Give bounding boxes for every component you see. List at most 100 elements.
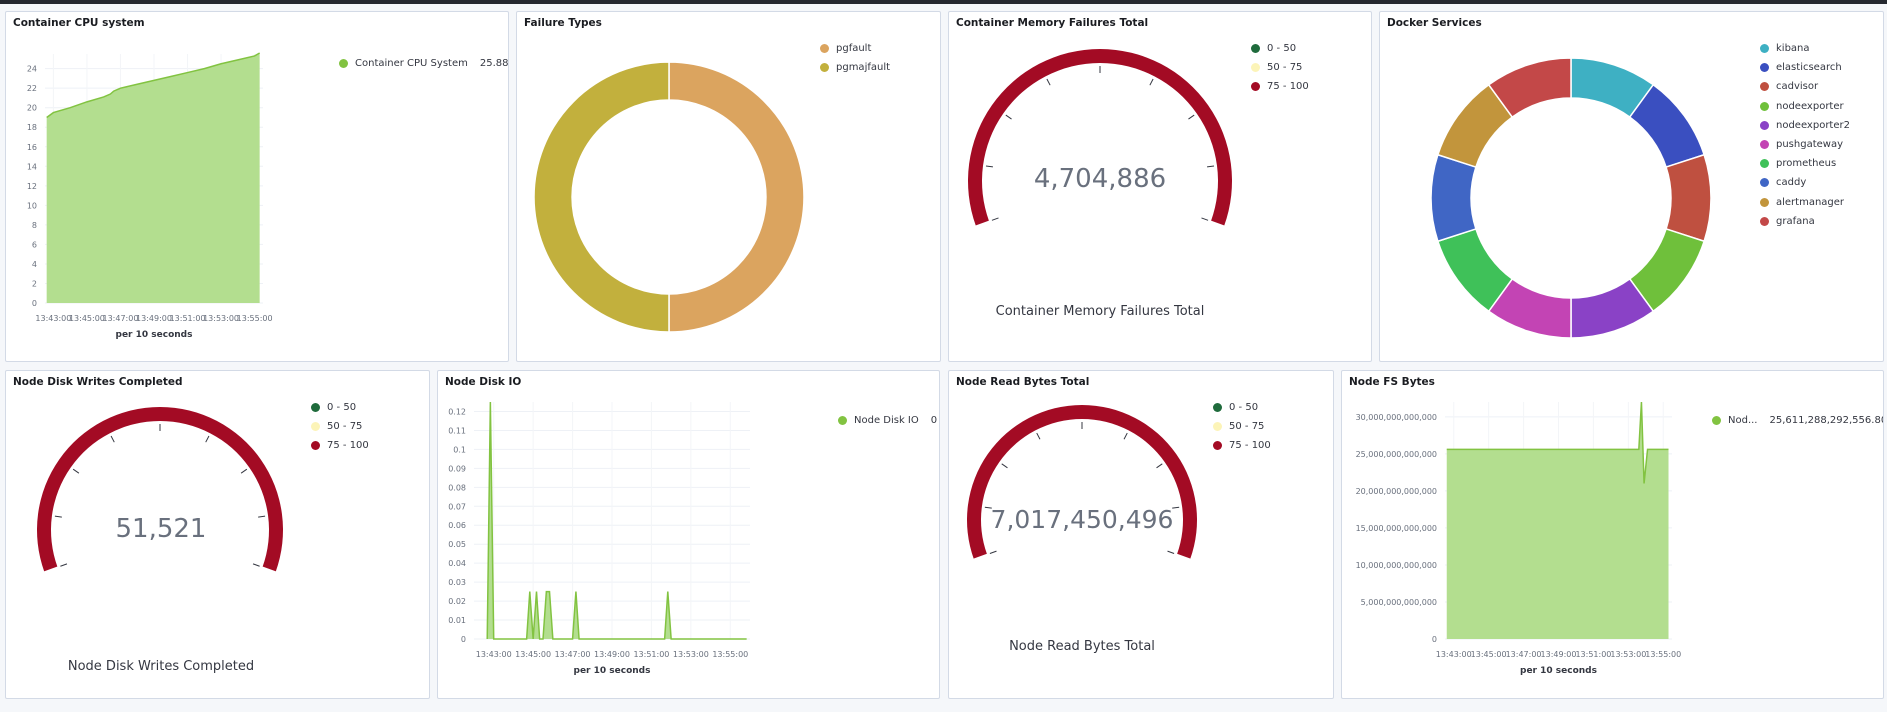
legend-label: pgmajfault [836, 62, 891, 74]
legend-item[interactable]: 75 - 100 [1213, 436, 1271, 455]
slice-grafana[interactable] [1487, 57, 1572, 119]
legend-item[interactable]: Node Disk IO 0 [838, 411, 937, 430]
legend-item[interactable]: 75 - 100 [311, 436, 369, 455]
series-line[interactable] [486, 401, 747, 640]
legend-item[interactable]: 75 - 100 [1251, 77, 1309, 96]
legend-label: 0 - 50 [1267, 43, 1297, 55]
gauge-tick [1188, 114, 1195, 120]
x-tick-label: 13:51:00 [1575, 650, 1611, 659]
y-tick-label: 22 [27, 84, 37, 93]
legend-dot-icon [1213, 422, 1222, 432]
legend-label: cadvisor [1776, 81, 1819, 93]
legend-item[interactable]: pushgateway [1760, 135, 1850, 154]
gauge-value: 4,704,886 [1033, 164, 1167, 194]
x-tick-label: 13:53:00 [673, 650, 709, 659]
legend: 0 - 50 50 - 75 75 - 100 [311, 398, 369, 456]
failure-types-donut[interactable] [517, 12, 941, 362]
legend-item[interactable]: grafana [1760, 212, 1850, 231]
gauge-tick [991, 217, 999, 221]
fs-bytes-area-chart[interactable]: 0 5,000,000,000,000 10,000,000,000,000 15,0… [1342, 371, 1884, 699]
series-line[interactable] [1446, 401, 1669, 484]
legend-item[interactable]: pgmajfault [820, 58, 890, 77]
legend-dot-icon [1760, 82, 1769, 92]
legend-item[interactable]: nodeexporter [1760, 97, 1850, 116]
y-tick-label: 0.04 [448, 559, 466, 568]
legend-item[interactable]: elasticsearch [1760, 58, 1850, 77]
gauge-tick [258, 515, 266, 518]
slice-pgmajfault[interactable] [533, 61, 670, 333]
legend-dot-icon [1760, 101, 1769, 111]
y-tick-label: 0.11 [448, 426, 466, 435]
legend-label: Node Disk IO [854, 415, 919, 427]
gauge-cap [1208, 219, 1227, 228]
legend-item[interactable]: caddy [1760, 173, 1850, 192]
legend-dot-icon [1213, 403, 1222, 413]
x-tick-label: 13:55:00 [237, 314, 273, 323]
docker-services-donut[interactable] [1380, 12, 1884, 362]
series-line[interactable] [46, 52, 261, 119]
read-bytes-gauge[interactable] [949, 371, 1334, 699]
series-area[interactable] [46, 53, 260, 303]
series-area[interactable] [1446, 402, 1669, 639]
legend-item[interactable]: 0 - 50 [311, 398, 369, 417]
gauge-arc[interactable] [968, 48, 1232, 227]
legend-label: pgfault [836, 43, 872, 55]
legend-item[interactable]: 50 - 75 [1251, 58, 1309, 77]
legend-label: nodeexporter [1776, 100, 1844, 112]
panel-title: Node Disk Writes Completed [13, 376, 183, 388]
gauge-tick [1172, 506, 1180, 509]
gauge-tick [1123, 432, 1128, 440]
disk-writes-gauge[interactable] [6, 371, 430, 699]
cpu-area-chart[interactable]: 02468101214161820222413:43:0013:45:0013:… [6, 12, 509, 362]
memory-failures-gauge[interactable] [949, 12, 1372, 362]
legend: Node Disk IO 0 [838, 411, 937, 430]
legend-dot-icon [311, 441, 320, 451]
x-tick-label: 13:47:00 [1506, 650, 1542, 659]
legend-item[interactable]: 50 - 75 [1213, 417, 1271, 436]
legend-dot-icon [820, 44, 829, 54]
gauge-tick [1036, 432, 1041, 440]
gauge-tick [252, 563, 260, 567]
gauge-tick [1207, 165, 1215, 168]
legend-label: elasticsearch [1776, 62, 1842, 74]
x-axis-title: per 10 seconds [574, 666, 651, 676]
slice-caddy[interactable] [1430, 153, 1477, 243]
x-axis-title: per 10 seconds [1520, 666, 1597, 676]
legend-item[interactable]: prometheus [1760, 154, 1850, 173]
gauge-tick [72, 468, 80, 474]
x-tick-label: 13:49:00 [594, 650, 630, 659]
series-area[interactable] [487, 402, 747, 639]
legend-label: 50 - 75 [1229, 421, 1265, 433]
gauge-arc[interactable] [36, 406, 283, 573]
legend: pgfault pgmajfault [820, 39, 890, 77]
legend-item[interactable]: 50 - 75 [311, 417, 369, 436]
x-tick-label: 13:43:00 [476, 650, 512, 659]
disk-io-area-chart[interactable]: 0 0.01 0.02 0.03 0.04 0.05 0.06 0.07 0.08 0.09 0.1… [438, 371, 940, 699]
panel-docker-services: Docker Services kibana elasticsearch cadvi… [1379, 11, 1884, 362]
legend-item[interactable]: nodeexporter2 [1760, 116, 1850, 135]
legend-label: Container CPU System [355, 58, 468, 70]
legend-item[interactable]: Nod... 25,611,288,292,556.801 [1712, 411, 1883, 430]
legend-label: nodeexporter2 [1776, 119, 1850, 131]
legend-dot-icon [1760, 140, 1769, 150]
x-tick-label: 13:55:00 [1645, 650, 1681, 659]
panel-title: Node FS Bytes [1349, 376, 1435, 388]
gauge-cap [1174, 553, 1193, 561]
slice-cadvisor[interactable] [1665, 153, 1712, 243]
legend-dot-icon [1760, 63, 1769, 73]
legend-item[interactable]: Container CPU System 25.888 [339, 54, 508, 73]
legend-label: 75 - 100 [1267, 81, 1309, 93]
top-bar [0, 0, 1887, 4]
y-tick-label: 15,000,000,000,000 [1356, 524, 1437, 533]
legend-item[interactable]: cadvisor [1760, 77, 1850, 96]
y-tick-label: 2 [32, 279, 37, 288]
legend-item[interactable]: 0 - 50 [1213, 398, 1271, 417]
slice-pgfault[interactable] [668, 61, 805, 333]
y-tick-label: 8 [32, 221, 37, 230]
gauge-label: Node Read Bytes Total [1009, 639, 1155, 654]
legend-item[interactable]: kibana [1760, 39, 1850, 58]
legend-item[interactable]: pgfault [820, 39, 890, 58]
y-tick-label: 0.05 [448, 540, 466, 549]
legend-item[interactable]: alertmanager [1760, 193, 1850, 212]
legend-item[interactable]: 0 - 50 [1251, 39, 1309, 58]
